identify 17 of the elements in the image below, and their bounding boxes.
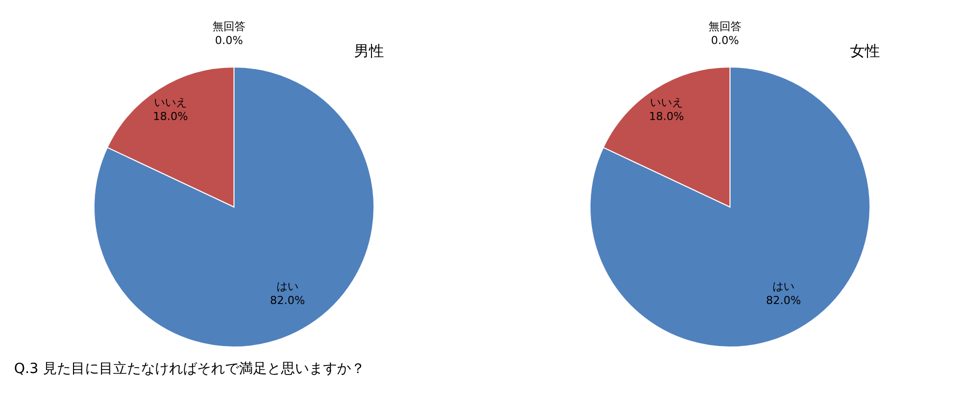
slice-label: いいえ (152, 96, 188, 110)
data-label: 82.0% (765, 294, 802, 308)
text: 0.0% (215, 34, 243, 47)
pie-slice (94, 66, 374, 348)
category-label: 無回答 (212, 20, 246, 33)
slice-label: はい (772, 280, 796, 294)
data-label: 18.0% (648, 110, 685, 124)
data-label: 82.0% (269, 294, 306, 308)
chart-title: 女性 (849, 42, 881, 61)
chart-title: 男性 (353, 42, 385, 61)
category-label: 無回答 (708, 20, 742, 33)
data-label: 18.0% (152, 110, 189, 124)
text: Q.3 見た目に目立たなければそれで満足と思いますか？ (14, 360, 365, 378)
pie-slice (590, 66, 870, 348)
slice-label: いいえ (648, 96, 684, 110)
slice-label: はい (276, 280, 300, 294)
text: 0.0% (711, 34, 739, 47)
